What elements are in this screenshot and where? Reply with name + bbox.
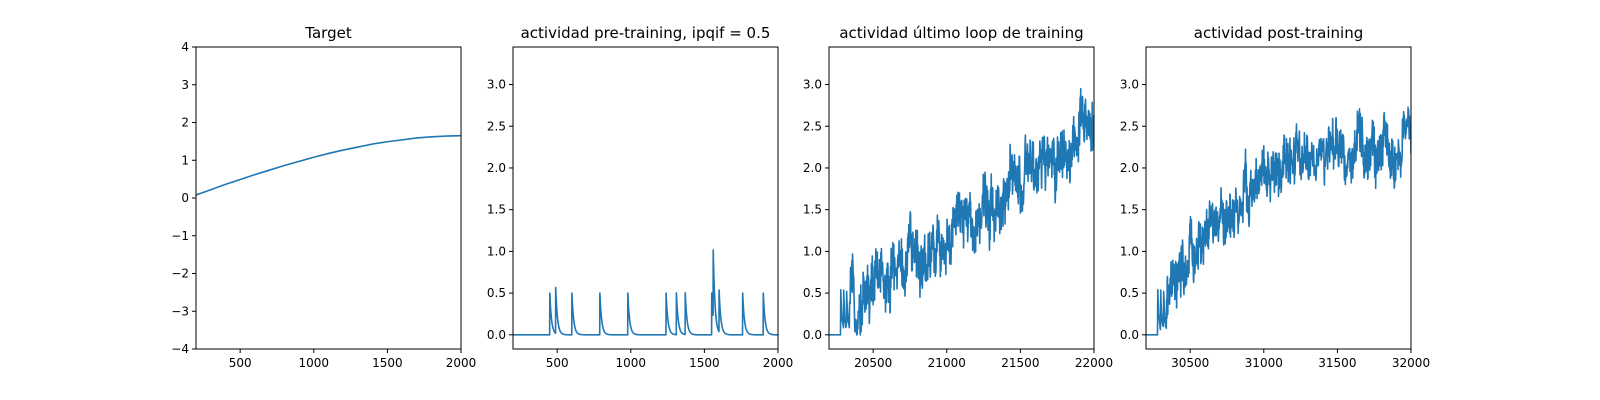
y-tick-label: 4	[181, 40, 189, 54]
y-tick-label: 2.5	[487, 119, 506, 133]
y-tick-label: 0.5	[487, 286, 506, 300]
series-line	[513, 249, 778, 336]
x-tick-label: 1500	[372, 356, 403, 370]
x-tick-label: 30500	[1171, 356, 1209, 370]
series-line	[196, 134, 461, 196]
y-tick-label: −1	[171, 229, 189, 243]
x-tick-label: 1000	[299, 356, 330, 370]
y-tick-label: 3.0	[487, 78, 506, 92]
axes-frame	[195, 46, 462, 350]
axes-frame	[512, 46, 779, 350]
y-tick-label: 0	[181, 191, 189, 205]
x-tick-label: 500	[229, 356, 252, 370]
x-tick-label: 21000	[928, 356, 966, 370]
y-tick-label: 1.5	[1120, 203, 1139, 217]
y-tick-label: 2.0	[803, 161, 822, 175]
x-tick-label: 1500	[689, 356, 720, 370]
y-tick-label: 2.5	[803, 119, 822, 133]
x-tick-label: 32000	[1392, 356, 1430, 370]
y-tick-label: 1.0	[487, 244, 506, 258]
x-tick-label: 22000	[1075, 356, 1113, 370]
subplot-title: actividad post-training	[1194, 24, 1363, 42]
y-tick-label: 3.0	[1120, 78, 1139, 92]
y-tick-label: 1.0	[1120, 244, 1139, 258]
subplot-1: 500 1000 1500 2000 −4 −3 −2 −1 0 1 2 3 4 Target	[171, 24, 476, 370]
x-tick-label: 2000	[763, 356, 794, 370]
y-tick-label: −4	[171, 342, 189, 356]
x-tick-label: 20500	[854, 356, 892, 370]
y-tick-label: 1.5	[487, 203, 506, 217]
y-tick-label: 0.5	[1120, 286, 1139, 300]
x-tick-label: 21500	[1001, 356, 1039, 370]
x-tick-label: 31500	[1318, 356, 1356, 370]
y-tick-label: 0.0	[487, 328, 506, 342]
subplot-2: 500 1000 1500 2000 0.0 0.5 1.0 1.5 2.0 2.5 3.0 acti…	[487, 24, 793, 370]
y-tick-label: 2.0	[487, 161, 506, 175]
series-line	[829, 87, 1094, 336]
y-tick-label: 0.0	[803, 328, 822, 342]
subplot-title: Target	[304, 24, 352, 42]
y-tick-label: −2	[171, 267, 189, 281]
subplot-3: 20500 21000 21500 22000 0.0 0.5 1.0 1.5 2.0 2.5 3.…	[803, 24, 1113, 370]
y-tick-label: 3	[181, 78, 189, 92]
y-tick-label: 0.0	[1120, 328, 1139, 342]
subplot-title: actividad pre-training, ipqif = 0.5	[521, 24, 771, 42]
x-tick-label: 31000	[1245, 356, 1283, 370]
x-tick-label: 1000	[616, 356, 647, 370]
x-tick-label: 2000	[446, 356, 477, 370]
y-tick-label: 2.5	[1120, 119, 1139, 133]
axes-frame	[828, 46, 1095, 350]
series-line	[1146, 106, 1411, 336]
x-tick-label: 500	[546, 356, 569, 370]
subplot-4: 30500 31000 31500 32000 0.0 0.5 1.0 1.5 2.0 2.5 3.…	[1120, 24, 1430, 370]
subplot-title: actividad último loop de training	[839, 24, 1083, 42]
y-tick-label: 1	[181, 153, 189, 167]
y-tick-label: −3	[171, 304, 189, 318]
axes-frame	[1145, 46, 1412, 350]
y-tick-label: 2.0	[1120, 161, 1139, 175]
y-tick-label: 1.0	[803, 244, 822, 258]
y-tick-label: 3.0	[803, 78, 822, 92]
y-tick-label: 0.5	[803, 286, 822, 300]
y-tick-label: 2	[181, 116, 189, 130]
y-tick-label: 1.5	[803, 203, 822, 217]
